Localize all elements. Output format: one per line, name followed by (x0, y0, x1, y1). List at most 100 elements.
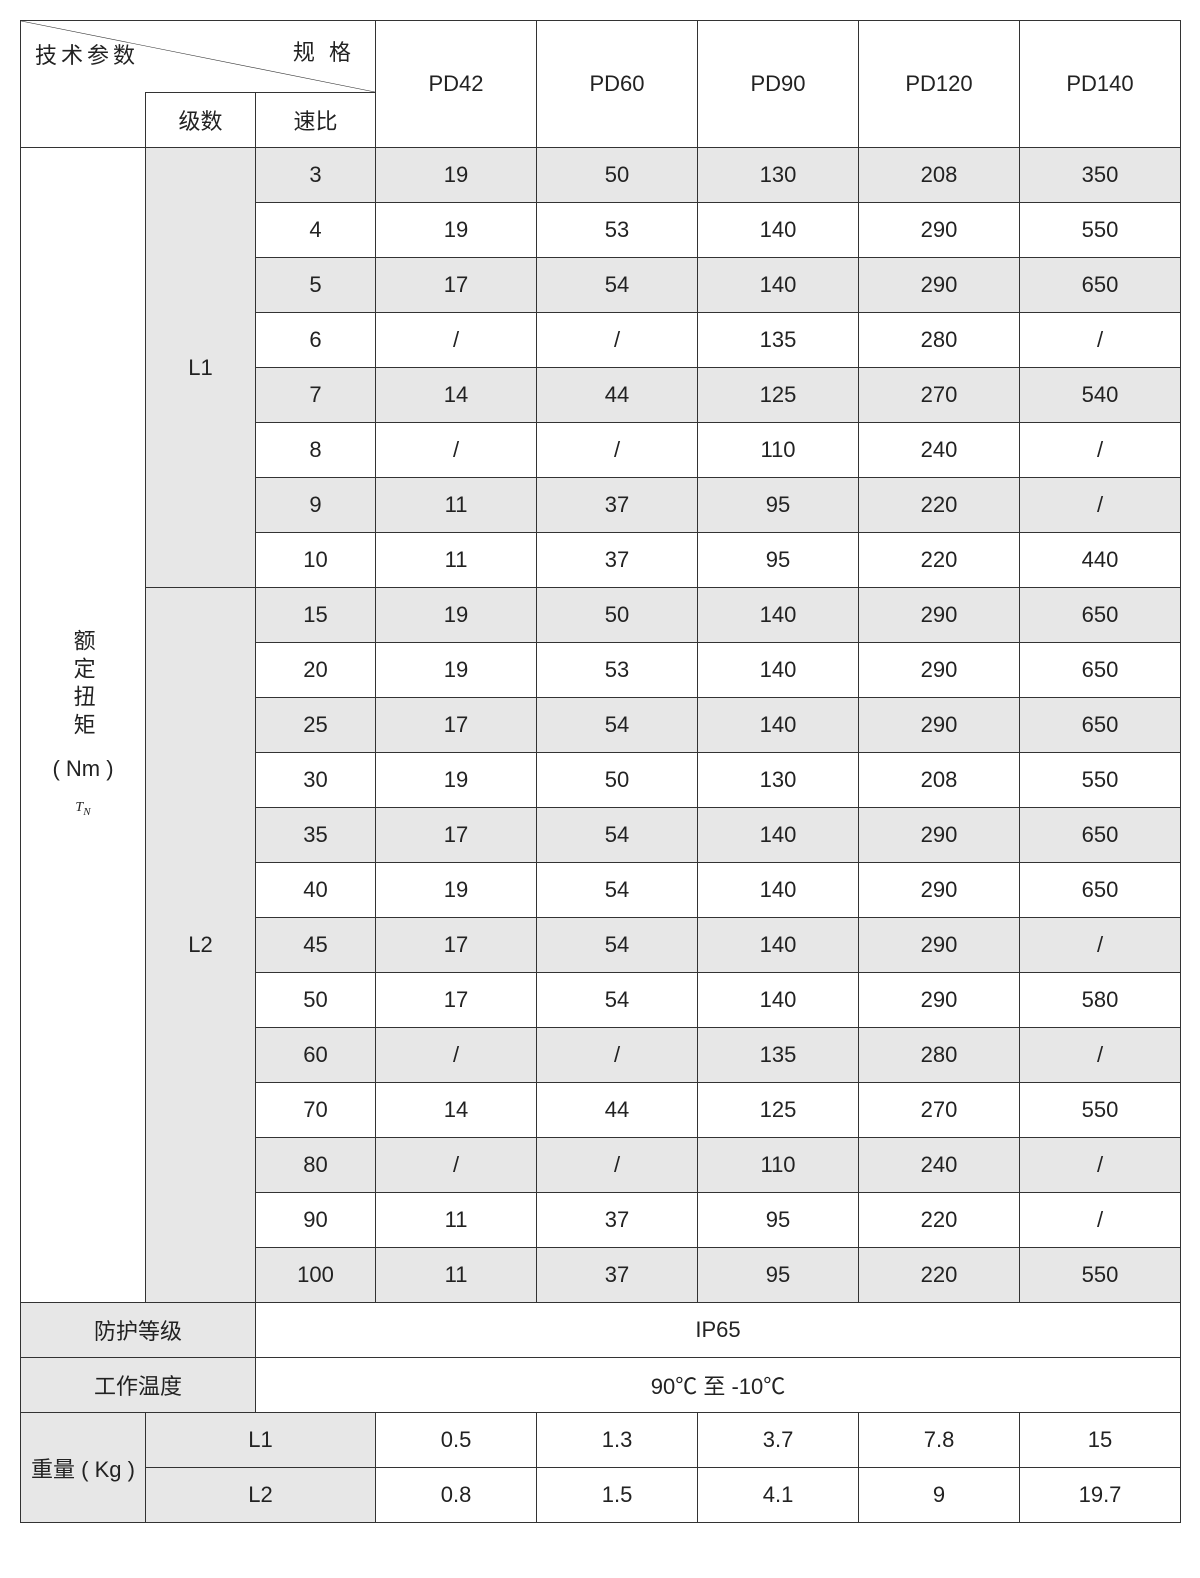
value-cell: 54 (537, 698, 698, 753)
value-cell: 14 (376, 368, 537, 423)
value-cell: 54 (537, 863, 698, 918)
temperature-row: 工作温度 90℃ 至 -10℃ (21, 1358, 1181, 1413)
value-cell: 125 (698, 1083, 859, 1138)
weight-stage-l1: L1 (146, 1413, 376, 1468)
weight-cell: 7.8 (859, 1413, 1020, 1468)
value-cell: 650 (1020, 863, 1181, 918)
tech-label: 技术参数 (35, 38, 139, 70)
spec-table: 规 格 技术参数 PD42 PD60 PD90 PD120 PD140 级数 速… (20, 20, 1181, 1523)
value-cell: 53 (537, 203, 698, 258)
weight-row-1: 重量 ( Kg ) L1 0.5 1.3 3.7 7.8 15 (21, 1413, 1181, 1468)
protection-row: 防护等级 IP65 (21, 1303, 1181, 1358)
value-cell: 17 (376, 258, 537, 313)
value-cell: 650 (1020, 808, 1181, 863)
value-cell: 19 (376, 753, 537, 808)
value-cell: 14 (376, 1083, 537, 1138)
ratio-cell: 6 (256, 313, 376, 368)
ratio-cell: 80 (256, 1138, 376, 1193)
value-cell: 54 (537, 258, 698, 313)
value-cell: / (1020, 1138, 1181, 1193)
value-cell: / (537, 423, 698, 478)
value-cell: 95 (698, 533, 859, 588)
value-cell: 290 (859, 203, 1020, 258)
value-cell: 220 (859, 1248, 1020, 1303)
value-cell: 125 (698, 368, 859, 423)
protection-label: 防护等级 (21, 1303, 256, 1358)
value-cell: 140 (698, 698, 859, 753)
value-cell: 650 (1020, 588, 1181, 643)
value-cell: 19 (376, 203, 537, 258)
ratio-cell: 100 (256, 1248, 376, 1303)
ratio-cell: 10 (256, 533, 376, 588)
value-cell: 240 (859, 1138, 1020, 1193)
value-cell: 54 (537, 973, 698, 1028)
value-cell: 19 (376, 148, 537, 203)
ratio-cell: 8 (256, 423, 376, 478)
value-cell: 19 (376, 643, 537, 698)
torque-row: L2151950140290650 (21, 588, 1181, 643)
ratio-cell: 60 (256, 1028, 376, 1083)
value-cell: 440 (1020, 533, 1181, 588)
ratio-cell: 35 (256, 808, 376, 863)
value-cell: 650 (1020, 258, 1181, 313)
weight-cell: 0.8 (376, 1468, 537, 1523)
value-cell: / (376, 1028, 537, 1083)
value-cell: 50 (537, 753, 698, 808)
value-cell: 44 (537, 1083, 698, 1138)
weight-row-2: L2 0.8 1.5 4.1 9 19.7 (21, 1468, 1181, 1523)
value-cell: / (1020, 478, 1181, 533)
value-cell: 290 (859, 973, 1020, 1028)
value-cell: 208 (859, 148, 1020, 203)
value-cell: 95 (698, 1248, 859, 1303)
ratio-cell: 30 (256, 753, 376, 808)
weight-label: 重量 ( Kg ) (21, 1413, 146, 1523)
value-cell: 54 (537, 918, 698, 973)
value-cell: 110 (698, 1138, 859, 1193)
ratio-cell: 4 (256, 203, 376, 258)
value-cell: 220 (859, 478, 1020, 533)
value-cell: 290 (859, 643, 1020, 698)
weight-cell: 3.7 (698, 1413, 859, 1468)
value-cell: 11 (376, 1248, 537, 1303)
value-cell: 44 (537, 368, 698, 423)
value-cell: 95 (698, 478, 859, 533)
value-cell: 550 (1020, 1083, 1181, 1138)
weight-cell: 9 (859, 1468, 1020, 1523)
value-cell: 140 (698, 643, 859, 698)
value-cell: 17 (376, 698, 537, 753)
value-cell: 290 (859, 698, 1020, 753)
value-cell: 270 (859, 368, 1020, 423)
value-cell: 290 (859, 258, 1020, 313)
torque-param-label: 额定扭矩( Nm )TN (21, 148, 146, 1303)
value-cell: / (376, 313, 537, 368)
col-pd120: PD120 (859, 21, 1020, 148)
value-cell: / (537, 313, 698, 368)
temperature-label: 工作温度 (21, 1358, 256, 1413)
value-cell: 37 (537, 478, 698, 533)
value-cell: 140 (698, 808, 859, 863)
value-cell: 290 (859, 863, 1020, 918)
weight-cell: 1.3 (537, 1413, 698, 1468)
value-cell: 280 (859, 313, 1020, 368)
value-cell: 240 (859, 423, 1020, 478)
value-cell: 140 (698, 863, 859, 918)
weight-stage-l2: L2 (146, 1468, 376, 1523)
value-cell: 140 (698, 918, 859, 973)
value-cell: 11 (376, 533, 537, 588)
ratio-cell: 40 (256, 863, 376, 918)
value-cell: 19 (376, 863, 537, 918)
value-cell: 350 (1020, 148, 1181, 203)
ratio-cell: 25 (256, 698, 376, 753)
header-row-1: 规 格 技术参数 PD42 PD60 PD90 PD120 PD140 (21, 21, 1181, 93)
value-cell: 540 (1020, 368, 1181, 423)
ratio-cell: 5 (256, 258, 376, 313)
value-cell: 280 (859, 1028, 1020, 1083)
value-cell: / (376, 423, 537, 478)
ratio-cell: 9 (256, 478, 376, 533)
value-cell: 140 (698, 588, 859, 643)
value-cell: 140 (698, 973, 859, 1028)
value-cell: 140 (698, 203, 859, 258)
value-cell: 290 (859, 918, 1020, 973)
col-pd42: PD42 (376, 21, 537, 148)
spec-label: 规 格 (293, 35, 355, 67)
